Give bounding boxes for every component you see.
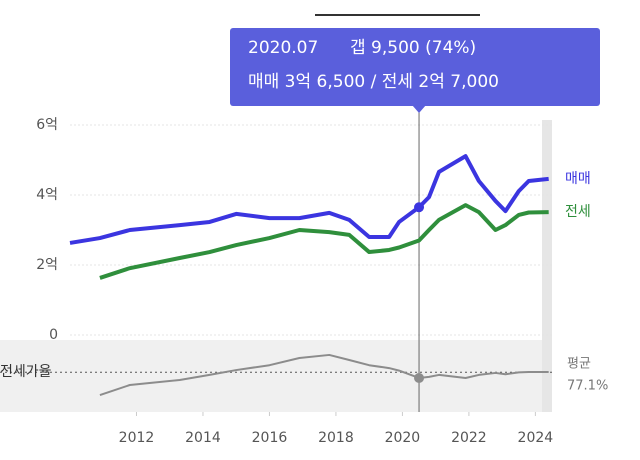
tooltip-pointer	[412, 105, 427, 113]
tooltip-gap: 갭 9,500 (74%)	[350, 38, 476, 58]
tooltip-detail: 매매 3억 6,500 / 전세 2억 7,000	[248, 72, 499, 92]
series-line	[99, 353, 549, 397]
hover-dot	[414, 202, 425, 213]
x-tick-label: 2024	[518, 430, 554, 446]
series-line	[69, 154, 549, 245]
y-tick-label: 2억	[36, 257, 58, 273]
x-tick-label: 2012	[119, 430, 155, 446]
ratio-panel	[0, 340, 552, 412]
tooltip-date: 2020.07	[248, 38, 318, 58]
x-tick-label: 2018	[318, 430, 354, 446]
y-tick-label: 6억	[36, 117, 58, 133]
x-tick-label: 2014	[185, 430, 221, 446]
mean-label: 77.1%	[567, 379, 608, 394]
current-band	[542, 120, 552, 412]
hover-dot	[414, 372, 425, 383]
tooltip: 2020.07 갭 9,500 (74%) 매매 3억 6,500 / 전세 2…	[230, 28, 600, 113]
legend-label: 매매	[565, 171, 591, 187]
x-tick-label: 2022	[451, 430, 487, 446]
legend-label: 전세	[565, 204, 591, 220]
x-tick-label: 2020	[385, 430, 421, 446]
y-tick-label: 0	[49, 327, 58, 343]
series-label: 전세가율	[0, 364, 52, 380]
y-tick-label: 4억	[36, 187, 58, 203]
x-tick-label: 2016	[252, 430, 288, 446]
mean-title: 평균	[567, 357, 591, 372]
plot: 6억 4억 2억 0 2012 2014 2016 2018 2020 2022 2024 매매전세평…	[0, 106, 608, 446]
series-line	[99, 203, 549, 280]
tooltip-box	[230, 28, 600, 106]
